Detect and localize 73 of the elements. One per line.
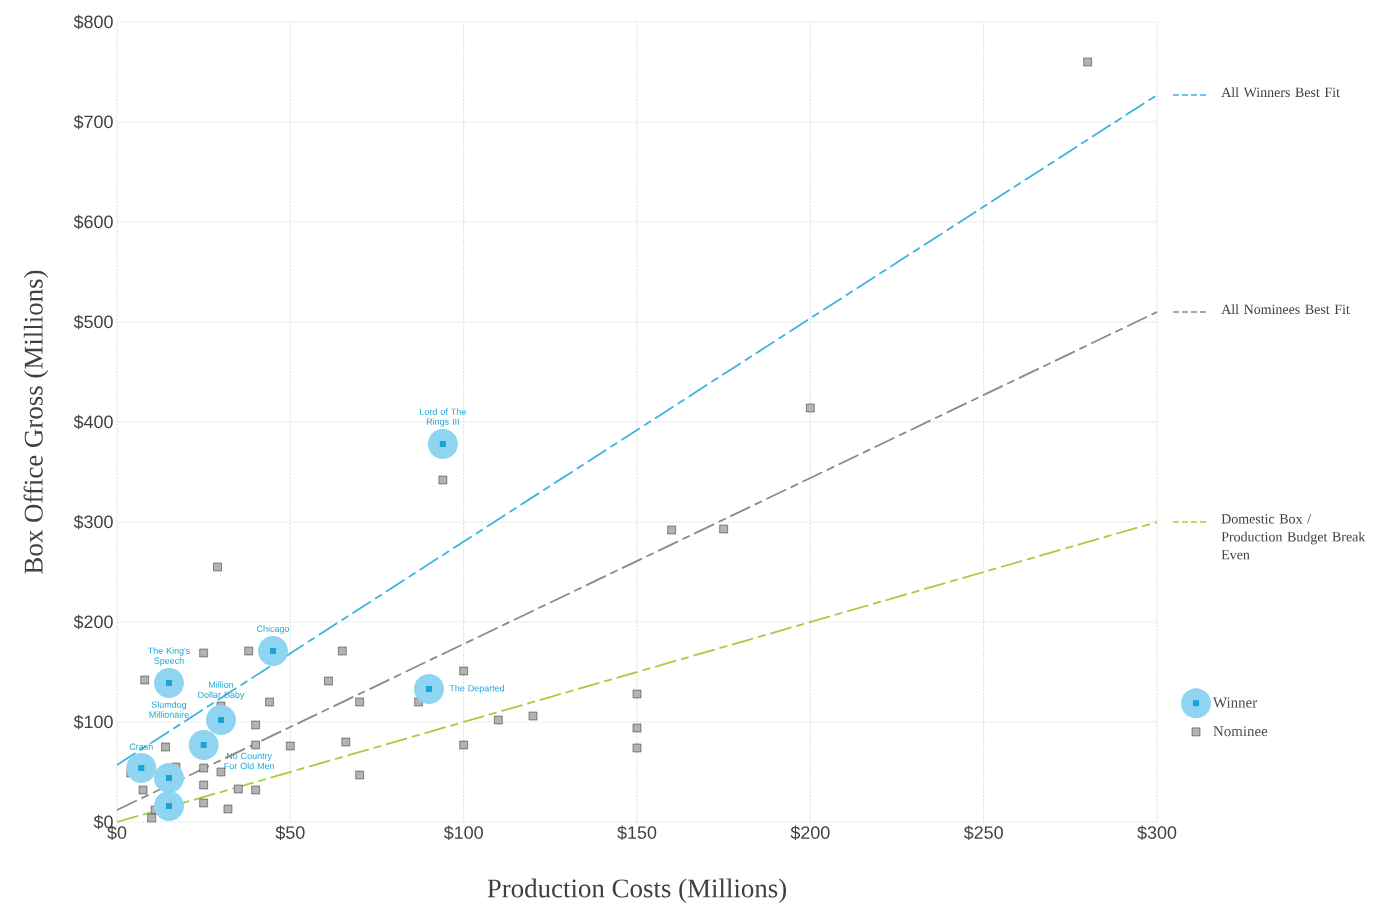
x-axis-title: Production Costs (Millions) (487, 878, 787, 903)
point (427, 429, 458, 459)
annotation: Chicago (257, 625, 290, 634)
point (719, 524, 728, 534)
point (494, 715, 503, 725)
point (324, 676, 333, 686)
point (126, 753, 157, 783)
y-axis-title: Box Office Gross (Millions) (23, 270, 49, 574)
point (161, 742, 170, 752)
legend-label: Domestic Box / Production Budget Break Even (1221, 514, 1366, 560)
point (140, 675, 149, 685)
point (206, 705, 236, 735)
point (154, 668, 184, 698)
annotation: Lord of The Rings III (420, 408, 466, 427)
y-tick-label: $600 (73, 214, 113, 230)
point (138, 785, 148, 795)
point (199, 648, 208, 658)
x-tick-label: $300 (1137, 825, 1177, 841)
point (188, 730, 219, 760)
point (265, 697, 274, 707)
point (199, 798, 208, 808)
point (251, 740, 260, 750)
y-tick-label: $700 (73, 114, 113, 130)
point (213, 562, 222, 572)
point (199, 780, 208, 790)
point (459, 740, 468, 750)
y-tick-label: $200 (73, 614, 113, 630)
point (667, 525, 676, 535)
legend-label: All Winners Best Fit (1221, 87, 1340, 98)
point (234, 784, 243, 794)
point (355, 770, 364, 780)
point (223, 804, 233, 814)
x-tick-label: $100 (443, 825, 483, 841)
annotation: The King's Speech (147, 647, 190, 666)
point (244, 646, 253, 656)
point (806, 403, 815, 413)
point (251, 785, 260, 795)
y-tick-label: $800 (73, 14, 113, 30)
point (154, 763, 184, 793)
point (154, 791, 184, 821)
y-tick-label: $400 (73, 414, 113, 430)
x-tick-label: $50 (275, 825, 305, 841)
point (459, 666, 468, 676)
legend-label: Nominee (1213, 726, 1268, 737)
legend-label: All Nominees Best Fit (1221, 304, 1350, 315)
annotation: Crash (129, 743, 153, 750)
point (632, 689, 642, 699)
y-tick-label: $500 (73, 314, 113, 330)
legend-label: Winner (1213, 697, 1258, 708)
point (147, 813, 156, 823)
point (338, 646, 347, 656)
point (286, 741, 295, 751)
annotation: Million Dollar Baby (198, 681, 245, 700)
point (251, 720, 260, 730)
point (216, 767, 226, 777)
point (199, 763, 208, 773)
point (632, 723, 642, 733)
y-tick-label: $300 (73, 514, 113, 530)
x-tick-label: $150 (617, 825, 657, 841)
annotation: Slumdog Millionaire (149, 701, 189, 718)
x-tick-label: $200 (790, 825, 830, 841)
annotation: No Country For Old Men (224, 752, 274, 770)
x-tick-label: $250 (963, 825, 1003, 841)
y-tick-label: $100 (73, 714, 113, 730)
point (341, 737, 350, 747)
point (258, 636, 288, 666)
point (355, 697, 364, 707)
annotation: The Departed (449, 684, 505, 694)
point (1083, 57, 1092, 67)
point (528, 711, 538, 721)
point (414, 674, 444, 704)
point (438, 475, 448, 485)
point (632, 743, 642, 753)
